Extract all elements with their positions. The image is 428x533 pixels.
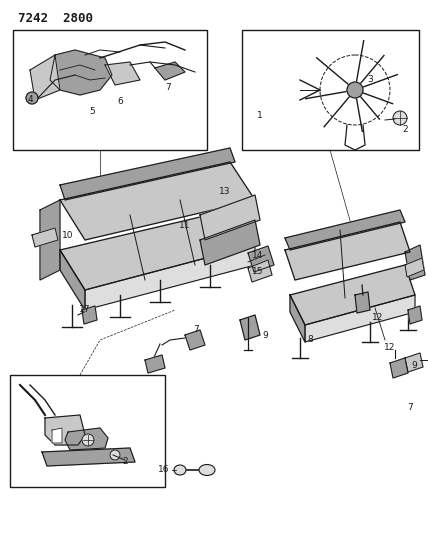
Polygon shape [285,222,410,280]
Polygon shape [52,428,62,443]
Polygon shape [390,358,408,378]
Polygon shape [85,245,255,310]
Polygon shape [82,306,97,324]
Circle shape [26,92,38,104]
Polygon shape [248,246,274,272]
Text: 9: 9 [262,330,268,340]
Polygon shape [32,228,58,247]
Polygon shape [45,415,85,445]
Text: 15: 15 [252,268,264,277]
Polygon shape [145,355,165,373]
Text: 16: 16 [158,465,170,474]
Polygon shape [408,306,422,324]
Polygon shape [248,260,272,282]
Text: 12: 12 [384,343,396,352]
Text: 10: 10 [62,230,74,239]
Polygon shape [355,292,370,313]
Polygon shape [290,295,305,342]
Bar [10,375,165,487]
Circle shape [347,82,363,98]
Text: 7: 7 [193,326,199,335]
Polygon shape [60,148,235,200]
Text: 13: 13 [219,188,231,197]
Text: 7242  2800: 7242 2800 [18,12,93,25]
Text: 2: 2 [402,125,408,134]
Circle shape [82,434,94,446]
Text: 17: 17 [79,305,91,314]
Polygon shape [285,210,405,250]
Circle shape [393,111,407,125]
Text: 12: 12 [372,313,383,322]
Polygon shape [155,62,185,80]
Text: 4: 4 [27,95,33,104]
Text: 8: 8 [307,335,313,344]
Ellipse shape [199,464,215,475]
Polygon shape [405,258,424,277]
Ellipse shape [174,465,186,475]
Text: 7: 7 [407,403,413,413]
Bar [13,30,207,150]
Bar [242,30,419,150]
Text: 2: 2 [122,457,128,466]
Text: 14: 14 [253,251,264,260]
Polygon shape [290,265,415,325]
Text: 6: 6 [117,98,123,107]
Circle shape [110,450,120,460]
Polygon shape [40,200,60,280]
Text: 3: 3 [367,76,373,85]
Polygon shape [60,250,85,310]
Text: 5: 5 [89,108,95,117]
Text: 1: 1 [257,110,263,119]
Text: 7: 7 [165,84,171,93]
Polygon shape [305,295,415,342]
Polygon shape [60,162,255,240]
Text: 9: 9 [411,360,417,369]
Polygon shape [42,448,135,466]
Polygon shape [405,245,425,280]
Polygon shape [240,315,260,340]
Polygon shape [405,353,423,372]
Polygon shape [50,50,112,95]
Polygon shape [185,330,205,350]
Text: 11: 11 [179,221,191,230]
Polygon shape [200,220,260,265]
Polygon shape [30,55,60,100]
Polygon shape [200,195,260,240]
Polygon shape [60,210,255,290]
Polygon shape [105,62,140,85]
Polygon shape [65,428,108,450]
